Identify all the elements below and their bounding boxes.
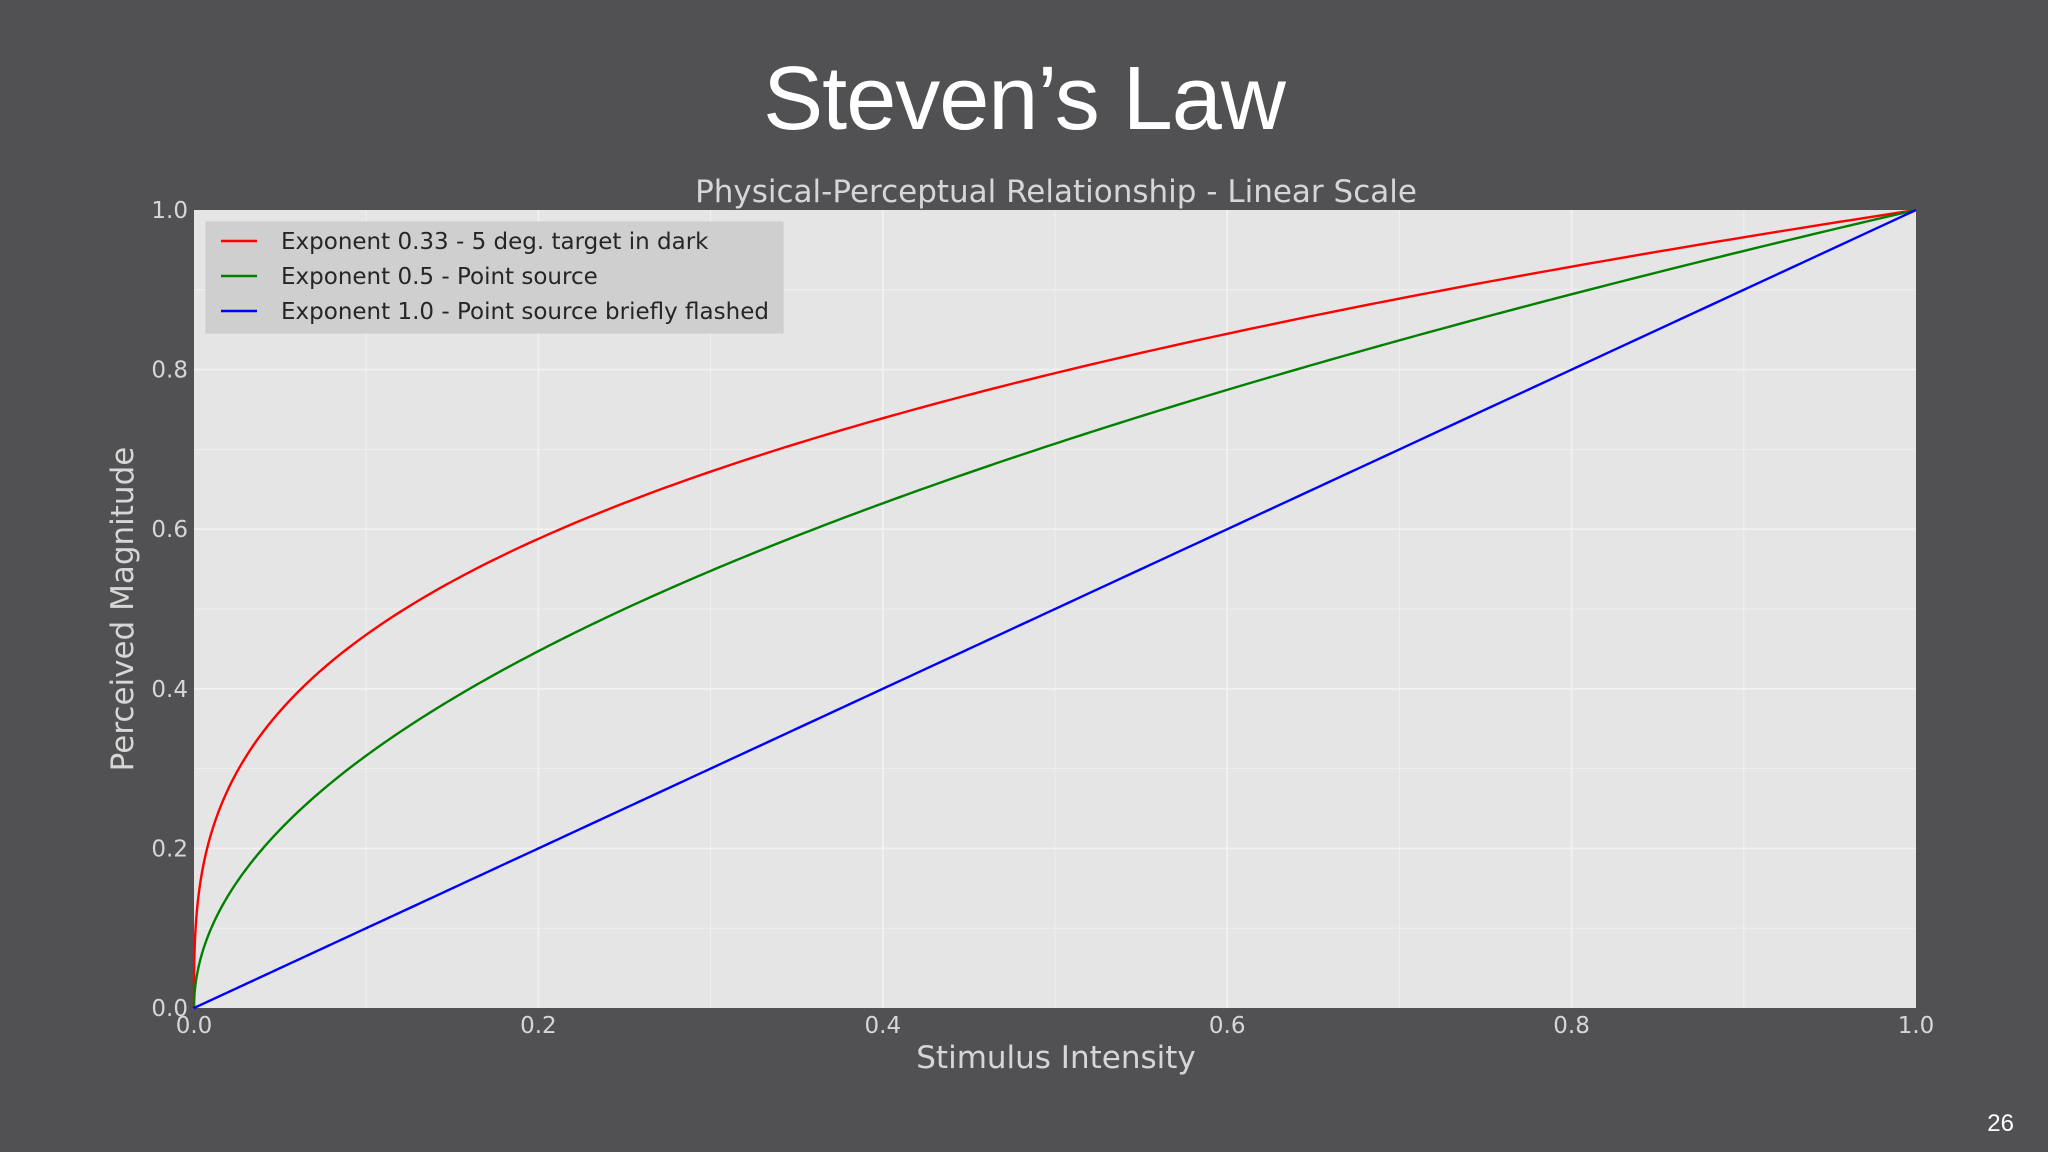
- x-axis-label: Stimulus Intensity: [916, 1040, 1195, 1076]
- x-tick-label: 0.2: [520, 1013, 557, 1039]
- y-tick-label: 1.0: [151, 198, 188, 224]
- series-line-3: [192, 208, 1917, 1010]
- legend-label: Exponent 1.0 - Point source briefly flas…: [281, 299, 769, 325]
- x-tick-labels: 0.0 0.2 0.4 0.6 0.8 1.0: [176, 1013, 1935, 1039]
- y-axis-label: Perceived Magnitude: [105, 447, 141, 772]
- page-number: 26: [1987, 1110, 2014, 1137]
- legend-label: Exponent 0.5 - Point source: [281, 264, 598, 290]
- y-tick-label: 0.6: [151, 517, 188, 543]
- slide-title: Steven’s Law: [763, 49, 1286, 149]
- legend-box: [205, 221, 784, 334]
- series-lines: [192, 208, 1917, 1010]
- y-tick-label: 0.2: [151, 836, 188, 862]
- y-tick-label: 0.8: [151, 358, 188, 384]
- y-tick-label: 0.0: [151, 996, 188, 1022]
- x-tick-label: 0.8: [1553, 1013, 1590, 1039]
- legend: Exponent 0.33 - 5 deg. target in dark Exp…: [205, 221, 784, 334]
- series-line-1: [192, 208, 1917, 1008]
- x-tick-label: 1.0: [1898, 1013, 1935, 1039]
- legend-label: Exponent 0.33 - 5 deg. target in dark: [281, 229, 709, 255]
- x-tick-label: 0.6: [1209, 1013, 1246, 1039]
- x-tick-label: 0.4: [865, 1013, 902, 1039]
- y-tick-label: 0.4: [151, 677, 188, 703]
- series-line-2: [192, 208, 1917, 1008]
- y-tick-labels: 0.0 0.2 0.4 0.6 0.8 1.0: [151, 198, 188, 1022]
- x-tick-label: 0.0: [176, 1013, 213, 1039]
- chart-title: Physical-Perceptual Relationship - Linea…: [695, 174, 1417, 210]
- grid-lines: [194, 210, 1916, 1008]
